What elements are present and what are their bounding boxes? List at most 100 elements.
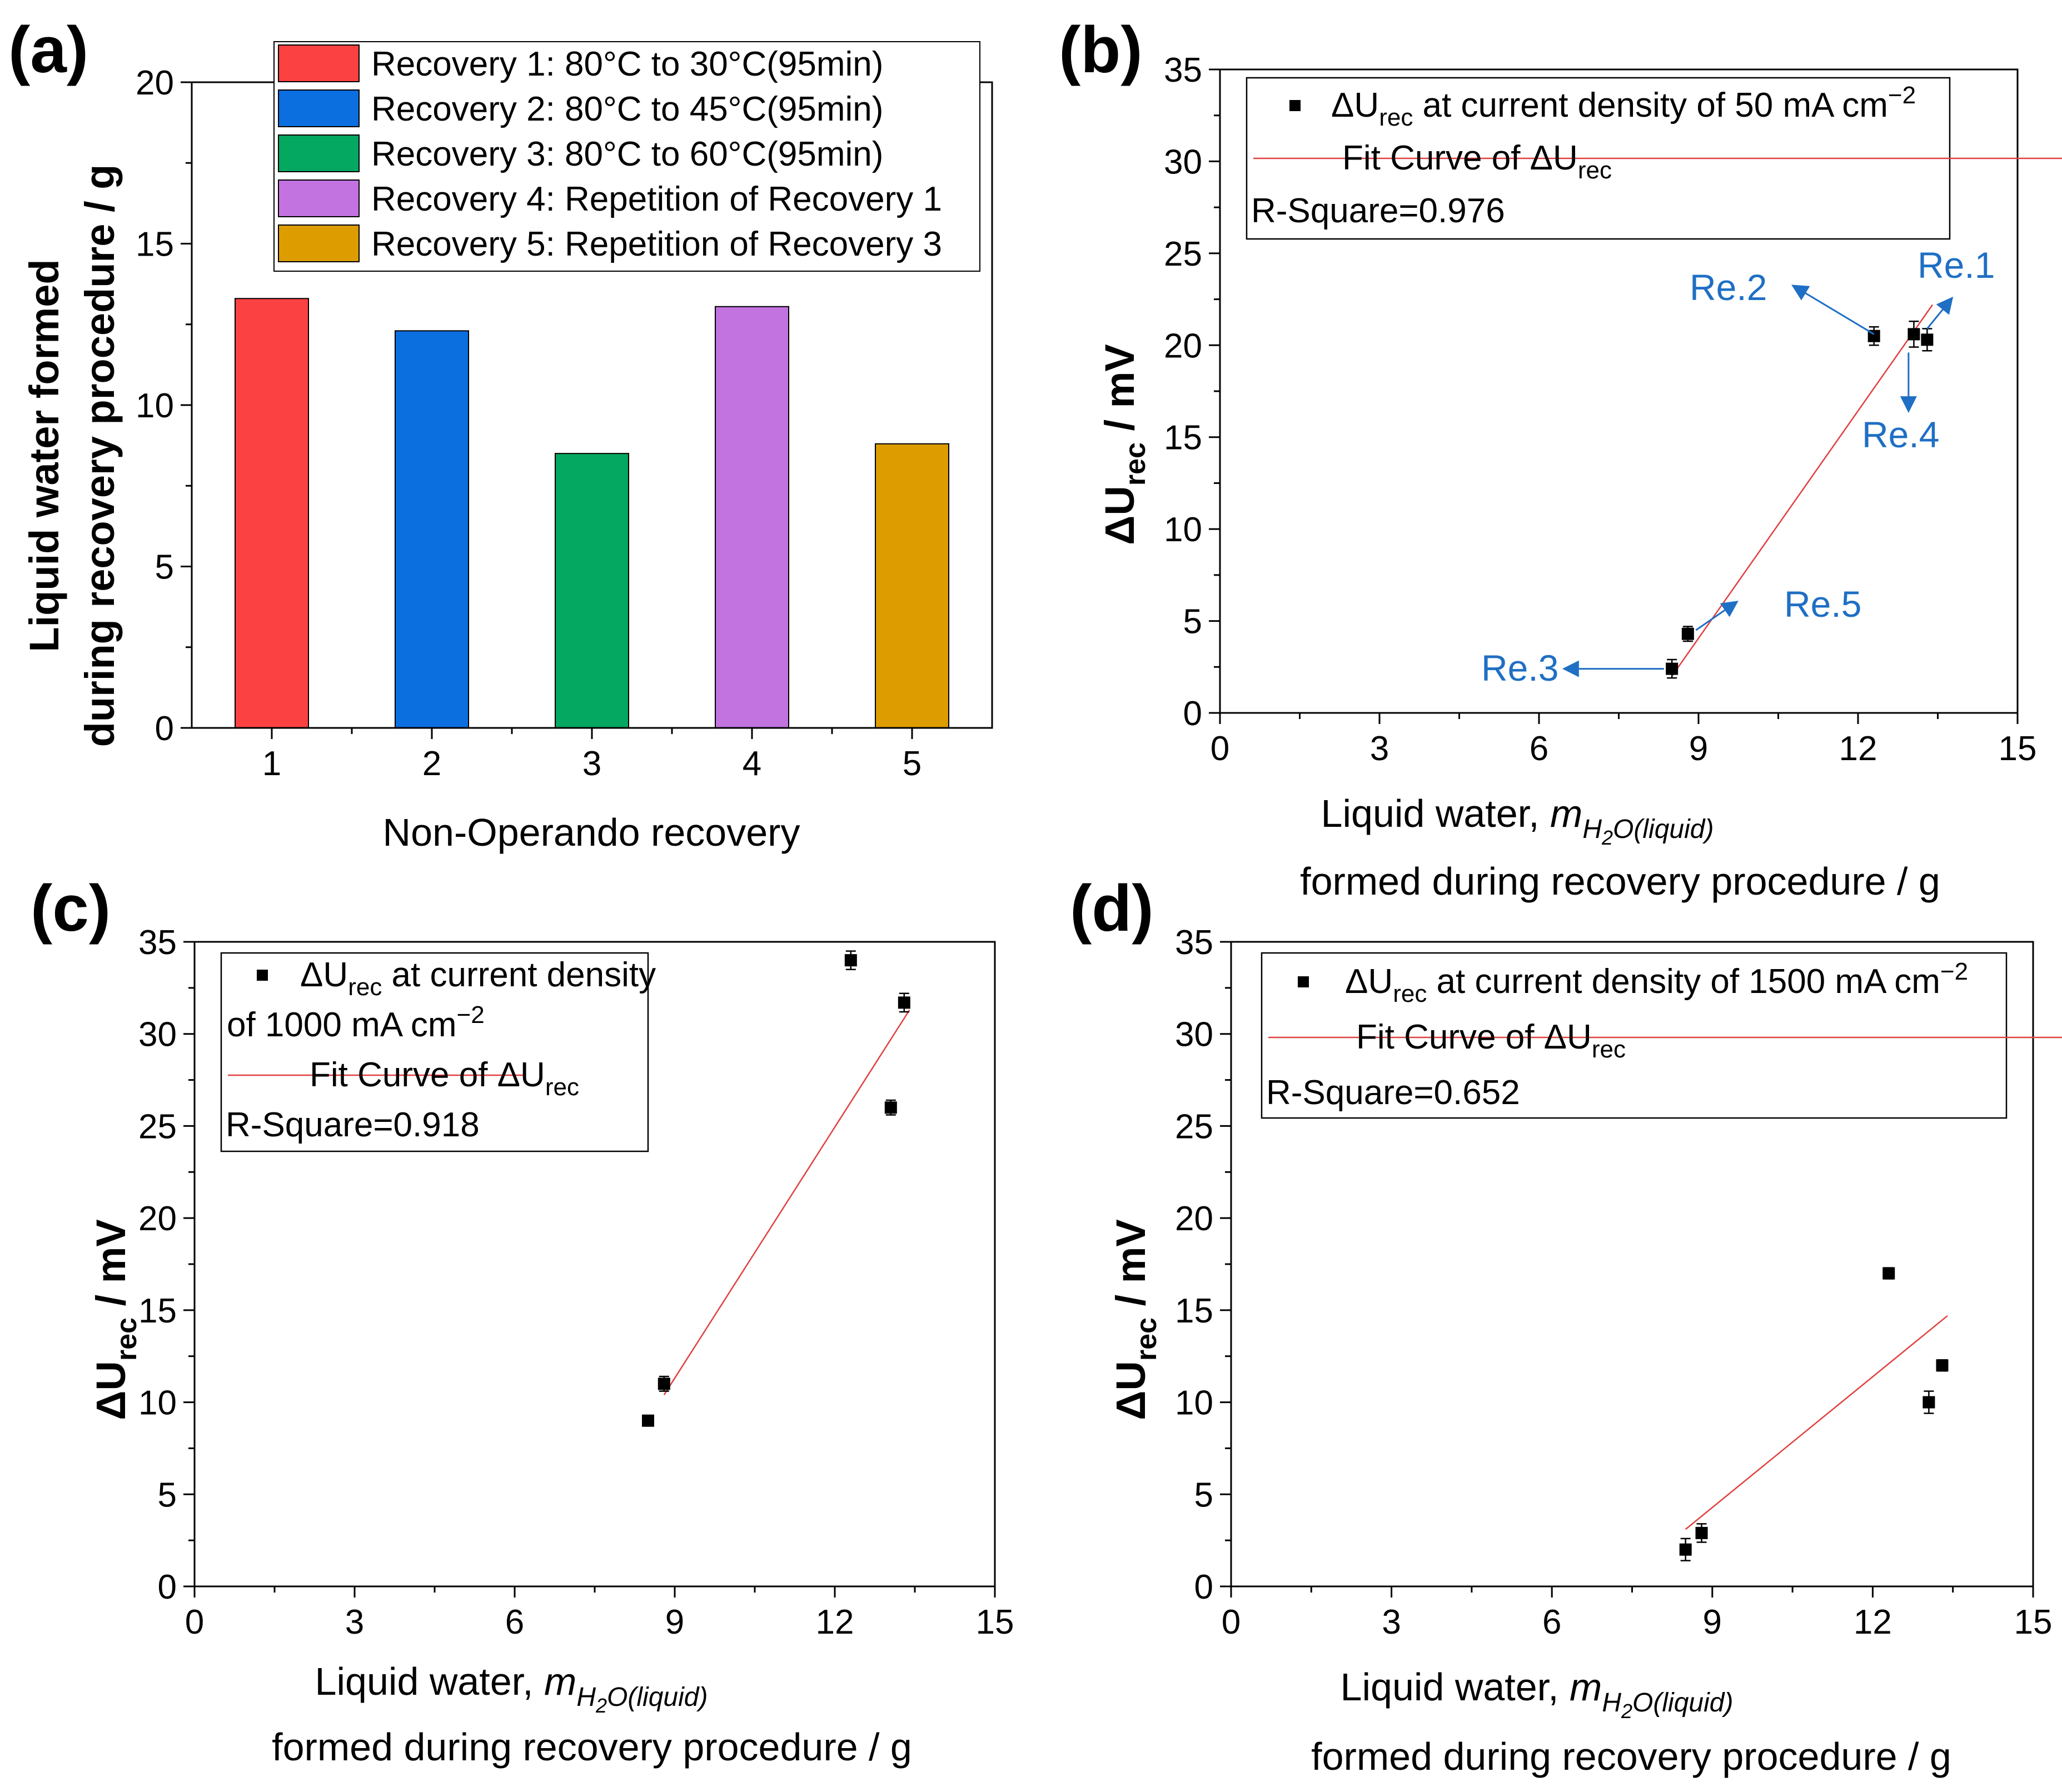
panel-b: (b) 0 5 10 15 20 25 30 35 0 3 6 9 12 15 ΔUrec at curre… [1059,13,2062,903]
panel-c-x-tick-label: 9 [665,1603,684,1641]
panel-d-data-point-1 [1936,1359,1949,1372]
panel-c-y-tick-label: 30 [138,1016,177,1054]
panel-c-data-point-5 [658,1377,670,1390]
panel-b-annotation-re2: Re.2 [1690,267,1767,308]
panel-d-y-tick-label: 15 [1175,1292,1213,1330]
panel-b-x-tick-label: 0 [1211,730,1229,768]
panel-d-x-tick-label: 12 [1854,1603,1892,1641]
y-axis-title-d: ΔUrec / mV [1108,1219,1163,1420]
panel-b-y-tick-label: 15 [1164,419,1202,457]
panel-b-y-tick-label: 35 [1164,51,1202,89]
panel-c-x-tick-label: 6 [505,1603,524,1641]
panel-b-annotation-re3: Re.3 [1481,647,1558,688]
x-tick-label-a: 1 [262,745,281,783]
panel-d-y-tick-label: 35 [1175,924,1213,962]
y-axis-title-b: ΔUrec / mV [1097,344,1152,545]
panel-d-y-tick-label: 25 [1175,1107,1213,1146]
panel-label-c: (c) [31,872,111,945]
x-axis-title-b-line2: formed during recovery procedure / g [1300,860,1940,903]
y-tick-label-a: 15 [136,226,174,264]
x-tick-label-a: 3 [582,745,601,783]
panel-c-x-tick-label: 0 [185,1603,204,1641]
panel-d-x-tick-label: 9 [1703,1603,1722,1641]
y-tick-label-a: 10 [136,387,174,425]
panel-c-x-tick-label: 3 [345,1603,364,1641]
panel-d-y-tick-label: 20 [1175,1200,1213,1238]
panel-c-y-tick-label: 5 [158,1476,177,1514]
panel-d: (d) 0 5 10 15 20 25 30 35 0 3 6 9 12 15 ΔUrec at curre… [1070,872,2062,1778]
y-tick-label-a: 0 [155,710,174,748]
panel-b-annotation-re4: Re.4 [1862,414,1939,455]
x-axis-title-b: Liquid water, mH2O(liquid) [1321,792,1714,849]
panel-d-y-tick-label: 5 [1194,1476,1213,1514]
y-axis-title-c: ΔUrec / mV [88,1219,143,1420]
panel-c-legend-box [220,952,649,1152]
panel-label-b: (b) [1059,13,1143,87]
legend-swatch-2 [278,89,360,127]
panel-d-x-tick-label: 15 [2014,1603,2053,1641]
panel-d-y-tick-label: 10 [1175,1384,1213,1422]
panel-c-r-square: R-Square=0.918 [226,1106,480,1144]
panel-b-y-tick-label: 20 [1164,327,1202,365]
panel-b-x-tick-label: 3 [1370,730,1389,768]
panel-b-arrow-re2 [1791,284,1875,335]
panel-d-x-tick-label: 0 [1222,1603,1241,1641]
legend-entry-2: Recovery 2: 80°C to 45°C(95min) [371,90,883,128]
panel-b-r-square: R-Square=0.976 [1251,192,1505,230]
panel-b-data-point-5 [1681,627,1694,640]
panel-b-y-tick-label: 5 [1183,603,1202,641]
legend-swatch-5 [278,224,360,262]
legend-box-a [273,41,980,272]
panel-a: (a) 0 5 10 15 20 1 2 3 4 5 Liquid water formed du… [8,13,993,854]
panel-c-y-tick-label: 20 [138,1200,177,1238]
panel-d-legend-fit: Fit Curve of ΔUrec [1356,1018,1626,1063]
legend-swatch-4 [278,179,360,217]
legend-entry-1: Recovery 1: 80°C to 30°C(95min) [371,45,883,83]
panel-d-fit-line [1685,1315,1948,1530]
panel-b-y-tick-label: 25 [1164,235,1202,273]
panel-b-y-tick-label: 10 [1164,511,1202,549]
x-axis-title-d-line2: formed during recovery procedure / g [1311,1735,1951,1778]
panel-c-x-tick-label: 12 [816,1603,854,1641]
panel-c-y-tick-label: 35 [138,924,177,962]
panel-c-data-point-4 [884,1101,897,1114]
x-axis-title-d: Liquid water, mH2O(liquid) [1341,1665,1734,1723]
panel-b-x-tick-label: 12 [1839,730,1877,768]
panel-d-x-tick-label: 6 [1542,1603,1561,1641]
panel-c-data-point-2 [844,954,857,967]
y-tick-label-a: 5 [155,548,174,587]
panel-d-data-point-3 [1679,1543,1692,1556]
panel-b-y-tick-label: 0 [1183,695,1202,733]
panel-label-d: (d) [1070,872,1154,945]
panel-c-y-tick-label: 15 [138,1292,177,1330]
panel-b-fit-line [1671,304,1933,677]
legend-a: Recovery 1: 80°C to 30°C(95min) Recovery … [273,41,980,272]
bar-3 [555,453,629,729]
x-axis-title-c: Liquid water, mH2O(liquid) [315,1660,708,1717]
panel-b-data-point-1 [1921,333,1934,346]
panel-c-y-tick-label: 25 [138,1107,177,1146]
panel-c-legend-fit: Fit Curve of ΔUrec [310,1056,579,1101]
panel-d-legend-series: ΔUrec at current density of 1500 mA cm−2 [1345,958,1968,1007]
panel-c-legend-marker [257,970,268,981]
legend-swatch-3 [278,134,360,172]
panel-d-x-tick-label: 3 [1382,1603,1401,1641]
panel-d-y-tick-label: 30 [1175,1016,1213,1054]
legend-entry-4: Recovery 4: Repetition of Recovery 1 [371,180,942,218]
panel-d-data-point-5 [1695,1526,1708,1539]
y-tick-label-a: 20 [136,64,174,102]
bar-2 [395,330,469,728]
x-tick-label-a: 2 [422,745,441,783]
x-tick-label-a: 5 [903,745,922,783]
panel-c-y-tick-label: 10 [138,1384,177,1422]
panel-b-legend-marker [1289,100,1301,111]
bar-4 [715,306,789,728]
panel-b-legend-fit: Fit Curve of ΔUrec [1342,139,1612,184]
panel-d-y-tick-label: 0 [1194,1568,1213,1606]
panel-d-data-point-4 [1922,1396,1935,1409]
panel-d-legend-marker [1298,976,1309,987]
panel-b-x-tick-label: 6 [1530,730,1548,768]
panel-b-arrow-re5 [1695,601,1739,631]
